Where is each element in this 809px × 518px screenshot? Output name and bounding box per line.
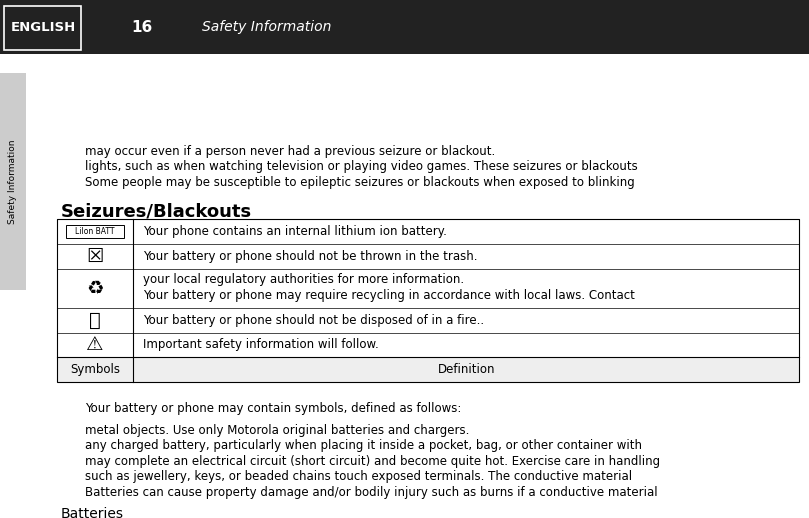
- Text: Batteries can cause property damage and/or bodily injury such as burns if a cond: Batteries can cause property damage and/…: [85, 486, 658, 499]
- Text: any charged battery, particularly when placing it inside a pocket, bag, or other: any charged battery, particularly when p…: [85, 439, 642, 452]
- Text: Symbols: Symbols: [70, 363, 120, 377]
- Bar: [66, 225, 124, 238]
- Text: ⛔: ⛔: [89, 311, 101, 329]
- Text: Batteries: Batteries: [61, 507, 124, 518]
- Text: lights, such as when watching television or playing video games. These seizures : lights, such as when watching television…: [85, 160, 637, 173]
- Text: Some people may be susceptible to epileptic seizures or blackouts when exposed t: Some people may be susceptible to epilep…: [85, 176, 635, 189]
- Bar: [57, 219, 799, 382]
- Text: Your battery or phone may require recycling in accordance with local laws. Conta: Your battery or phone may require recycl…: [143, 289, 635, 302]
- Text: Your battery or phone may contain symbols, defined as follows:: Your battery or phone may contain symbol…: [85, 402, 461, 415]
- Text: LiIon BATT: LiIon BATT: [75, 227, 115, 236]
- Text: Seizures/Blackouts: Seizures/Blackouts: [61, 203, 252, 221]
- Text: Your battery or phone should not be thrown in the trash.: Your battery or phone should not be thro…: [143, 250, 477, 263]
- Text: 16: 16: [131, 20, 152, 35]
- Text: may occur even if a person never had a previous seizure or blackout.: may occur even if a person never had a p…: [85, 145, 495, 157]
- Text: Your phone contains an internal lithium ion battery.: Your phone contains an internal lithium …: [143, 225, 447, 238]
- Text: Safety Information: Safety Information: [8, 139, 18, 224]
- Bar: [0, 0, 809, 54]
- Text: Safety Information: Safety Information: [202, 20, 332, 34]
- Bar: [57, 357, 799, 382]
- Text: your local regulatory authorities for more information.: your local regulatory authorities for mo…: [143, 274, 464, 286]
- Text: Definition: Definition: [438, 363, 495, 377]
- Bar: [4, 6, 81, 50]
- Text: may complete an electrical circuit (short circuit) and become quite hot. Exercis: may complete an electrical circuit (shor…: [85, 455, 660, 468]
- Text: ⚠: ⚠: [87, 336, 104, 354]
- Bar: [0, 73, 26, 290]
- Text: Your battery or phone should not be disposed of in a fire..: Your battery or phone should not be disp…: [143, 313, 485, 327]
- Text: such as jewellery, keys, or beaded chains touch exposed terminals. The conductiv: such as jewellery, keys, or beaded chain…: [85, 470, 632, 483]
- Text: ☒: ☒: [87, 247, 104, 266]
- Text: Important safety information will follow.: Important safety information will follow…: [143, 338, 379, 352]
- Text: ♻: ♻: [87, 279, 104, 298]
- Text: ENGLISH: ENGLISH: [11, 21, 75, 34]
- Text: metal objects. Use only Motorola original batteries and chargers.: metal objects. Use only Motorola origina…: [85, 424, 469, 437]
